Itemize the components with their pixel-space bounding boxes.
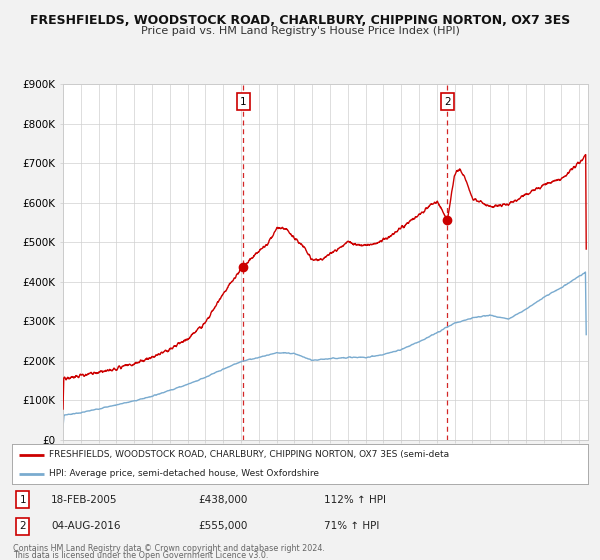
Text: 2: 2 — [19, 521, 26, 531]
Text: £555,000: £555,000 — [198, 521, 247, 531]
Text: 1: 1 — [240, 97, 247, 107]
Text: 18-FEB-2005: 18-FEB-2005 — [51, 494, 118, 505]
Text: 1: 1 — [19, 494, 26, 505]
Text: 112% ↑ HPI: 112% ↑ HPI — [324, 494, 386, 505]
Text: 71% ↑ HPI: 71% ↑ HPI — [324, 521, 379, 531]
Text: FRESHFIELDS, WOODSTOCK ROAD, CHARLBURY, CHIPPING NORTON, OX7 3ES (semi-deta: FRESHFIELDS, WOODSTOCK ROAD, CHARLBURY, … — [49, 450, 449, 459]
Text: 04-AUG-2016: 04-AUG-2016 — [51, 521, 121, 531]
Text: Price paid vs. HM Land Registry's House Price Index (HPI): Price paid vs. HM Land Registry's House … — [140, 26, 460, 36]
Text: 2: 2 — [444, 97, 451, 107]
Text: £438,000: £438,000 — [198, 494, 247, 505]
Text: Contains HM Land Registry data © Crown copyright and database right 2024.: Contains HM Land Registry data © Crown c… — [13, 544, 325, 553]
Text: FRESHFIELDS, WOODSTOCK ROAD, CHARLBURY, CHIPPING NORTON, OX7 3ES: FRESHFIELDS, WOODSTOCK ROAD, CHARLBURY, … — [30, 13, 570, 27]
Text: HPI: Average price, semi-detached house, West Oxfordshire: HPI: Average price, semi-detached house,… — [49, 469, 319, 478]
Text: This data is licensed under the Open Government Licence v3.0.: This data is licensed under the Open Gov… — [13, 551, 269, 560]
